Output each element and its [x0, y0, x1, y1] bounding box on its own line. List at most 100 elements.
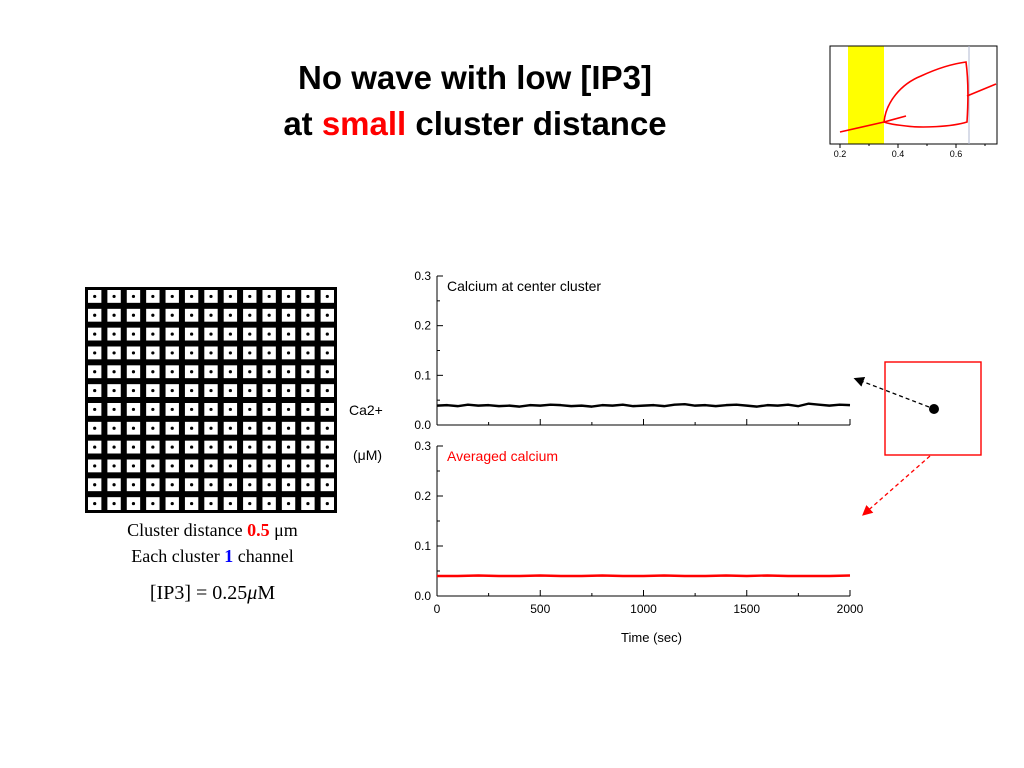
cluster-grid — [85, 287, 337, 513]
inset-curve-upper-branch — [966, 83, 997, 97]
cluster-dot — [190, 483, 194, 487]
cluster-dot — [170, 464, 174, 468]
cluster-dot — [209, 294, 213, 299]
cluster-dot — [131, 483, 136, 487]
cluster-dot — [267, 426, 271, 430]
schematic-overlay — [853, 361, 982, 516]
cluster-dot — [209, 464, 213, 468]
cluster-dot — [306, 464, 310, 468]
cluster-dot — [306, 426, 310, 430]
cluster-dot — [190, 426, 194, 430]
cluster-dot — [248, 388, 252, 393]
inset-frame — [829, 45, 998, 145]
cluster-dot — [209, 501, 213, 506]
formula-mu: μ — [247, 582, 258, 604]
cluster-dot — [93, 483, 97, 487]
cluster-dot — [267, 501, 271, 506]
cluster-dot — [267, 388, 271, 393]
y-tick-label: 0.0 — [414, 589, 431, 603]
cluster-dot — [131, 388, 136, 393]
cluster-dot — [170, 351, 174, 355]
cluster-dot — [248, 501, 252, 506]
y-tick-label: 0.3 — [414, 269, 431, 283]
cluster-dot — [325, 332, 329, 336]
cluster-dot — [151, 501, 155, 506]
cluster-dot — [248, 313, 252, 317]
y-tick-label: 0.3 — [414, 439, 431, 453]
cluster-dot — [112, 445, 116, 449]
cluster-dot — [286, 501, 291, 506]
cluster-dot — [112, 501, 116, 506]
cluster-dot — [112, 483, 116, 487]
cluster-dot — [267, 483, 271, 487]
cluster-dot — [248, 351, 252, 355]
cluster-dot — [325, 313, 329, 317]
cluster-dot — [286, 407, 291, 412]
formula-text: [IP3] = 0.25 — [149, 582, 248, 604]
cluster-dot — [112, 332, 116, 336]
cluster-dot — [170, 426, 174, 430]
cluster-dot — [248, 294, 252, 299]
cluster-dot — [228, 294, 232, 299]
cluster-dot — [131, 501, 136, 506]
domain-square — [884, 361, 982, 456]
slide-subtitle: at small cluster distance — [0, 104, 950, 144]
cluster-dot — [267, 313, 271, 317]
cluster-dot — [209, 388, 213, 393]
title-emphasis-small: small — [321, 105, 407, 142]
cluster-dot — [267, 332, 271, 336]
cluster-dot — [306, 294, 310, 299]
caption-line-1: Cluster distance 0.5 μm — [85, 518, 340, 543]
cluster-dot — [151, 407, 155, 412]
cluster-dot — [209, 483, 213, 487]
grid-background — [85, 287, 337, 513]
cluster-dot — [190, 445, 194, 449]
x-tick-label: 2000 — [837, 602, 864, 616]
cluster-dot — [306, 313, 310, 317]
cluster-dot — [325, 483, 329, 487]
cluster-dot — [228, 501, 232, 506]
x-tick-label: 1000 — [630, 602, 657, 616]
cluster-dot — [170, 370, 174, 374]
cluster-dot — [170, 407, 174, 412]
y-axis-label-unit: (μM) — [353, 447, 383, 463]
cluster-dot — [325, 445, 329, 449]
cluster-dot — [306, 407, 310, 412]
formula-unit: M — [257, 582, 276, 604]
cluster-dot — [209, 313, 213, 317]
x-tick-label: 1500 — [733, 602, 760, 616]
cluster-dot — [248, 464, 252, 468]
cluster-dot — [267, 351, 271, 355]
cluster-dot — [286, 426, 291, 430]
x-axis-label: Time (sec) — [621, 630, 682, 645]
y-tick-label: 0.2 — [414, 489, 431, 503]
cluster-dot — [286, 332, 291, 336]
cluster-dot — [306, 388, 310, 393]
cluster-dot — [112, 351, 116, 355]
cluster-dot — [112, 426, 116, 430]
cluster-dot — [151, 294, 155, 299]
cluster-dot — [151, 445, 155, 449]
cluster-dot — [306, 370, 310, 374]
cluster-dot — [170, 313, 174, 317]
chart-averaged-calcium: 0.0 0.1 0.2 0.3 0 500 1000 1500 2000 Time (sec) Av… — [414, 439, 864, 645]
inset-xtick-label: 0.4 — [892, 149, 905, 159]
caption-channel-label: channel — [237, 546, 294, 566]
inset-curve-loop — [883, 61, 969, 128]
cluster-dot — [286, 370, 291, 374]
cluster-dot — [151, 426, 155, 430]
caption-distance-value: 0.5 — [247, 520, 270, 540]
cluster-dot — [93, 388, 97, 393]
arrow-to-center-chart — [853, 376, 930, 408]
cluster-dot — [190, 332, 194, 336]
inset-bifurcation-chart: 0.2 0.4 0.6 — [829, 45, 998, 159]
cluster-dot — [325, 464, 329, 468]
cluster-dot — [306, 445, 310, 449]
cluster-dot — [286, 445, 291, 449]
cluster-dot — [209, 445, 213, 449]
cluster-dot — [286, 388, 291, 393]
cluster-dot — [325, 501, 329, 506]
inset-xtick-label: 0.2 — [834, 149, 847, 159]
cluster-dot — [93, 370, 97, 374]
cluster-dot — [228, 445, 232, 449]
